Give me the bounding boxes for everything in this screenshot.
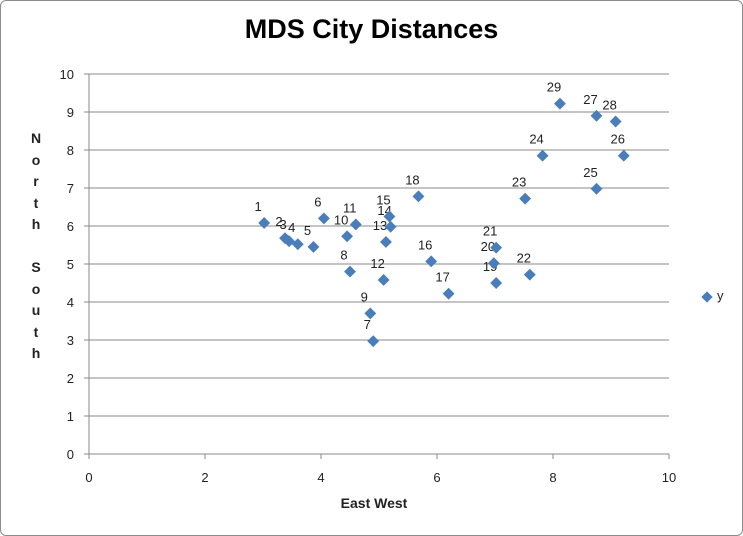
data-label: 28 [602,98,616,113]
data-label: 7 [364,317,371,332]
data-label: 1 [255,199,262,214]
legend-marker-icon [701,290,713,303]
data-label: 5 [304,223,311,238]
x-tick-label: 0 [85,470,92,485]
data-point [344,265,356,278]
x-tick-label: 8 [549,470,556,485]
data-label: 27 [583,92,597,107]
data-point [258,217,271,229]
y-tick-label: 2 [67,371,74,386]
data-label: 11 [343,200,357,215]
data-label: 12 [370,256,384,271]
data-point [590,182,603,195]
data-label: 4 [288,220,295,235]
data-label: 22 [517,251,531,266]
data-point [377,274,390,286]
x-tick-label: 2 [201,470,208,485]
y-tick-label: 10 [60,67,74,82]
data-point [341,230,354,243]
data-point [523,268,536,281]
y-tick-label: 4 [67,295,74,310]
y-tick-label: 9 [67,105,74,120]
data-point [367,335,380,348]
data-point [412,190,425,203]
data-point [617,149,630,162]
legend: y [701,288,724,303]
data-label: 6 [314,194,321,209]
data-label: 25 [583,165,597,180]
data-label: 2 [275,214,282,229]
y-tick-label: 8 [67,143,74,158]
data-point [364,307,377,320]
data-point [307,240,320,253]
data-label: 20 [481,239,495,254]
data-label: 9 [361,289,368,304]
y-axis-label: N o r t h S o u t h [30,130,42,361]
y-tick-label: 7 [67,181,74,196]
x-axis-label: East West [340,495,408,511]
data-label: 16 [418,237,432,252]
legend-label: y [717,288,724,303]
data-point [380,236,392,248]
data-point [609,115,622,128]
data-label: 13 [373,218,387,233]
data-label: 17 [435,270,449,285]
data-label: 23 [512,175,526,190]
data-label: 26 [611,132,625,147]
data-label: 24 [529,132,543,147]
data-label: 21 [483,224,497,239]
y-tick-label: 0 [67,447,74,462]
data-point [554,97,566,110]
data-point [536,149,549,162]
chart-title: MDS City Distances [244,14,499,44]
data-point [487,257,500,270]
data-point [349,218,362,231]
data-label: 18 [405,172,419,187]
y-tick-label: 6 [67,219,74,234]
data-point [317,212,330,225]
y-tick-label: 5 [67,257,74,272]
data-point [519,192,532,205]
data-label: 10 [334,212,348,227]
data-point [425,255,438,268]
data-label: 3 [279,217,286,232]
data-point [442,287,455,300]
x-tick-label: 10 [662,470,676,485]
y-tick-label: 3 [67,333,74,348]
data-label: 8 [340,248,347,263]
x-tick-label: 4 [317,470,324,485]
y-tick-label: 1 [67,409,74,424]
x-tick-label: 6 [433,470,440,485]
data-label: 15 [376,193,390,208]
data-point [490,277,503,289]
data-label: 29 [547,80,561,95]
